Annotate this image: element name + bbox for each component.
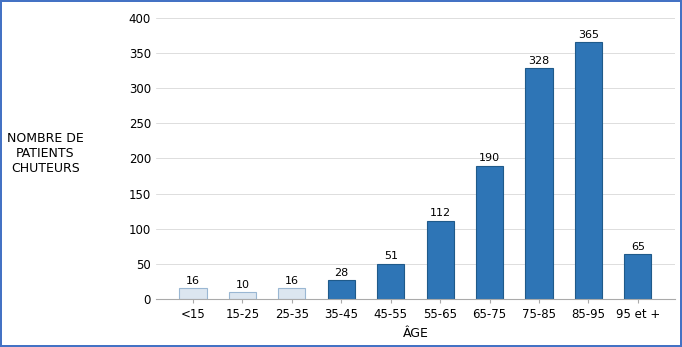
Text: 16: 16 [186, 276, 200, 286]
Text: 112: 112 [430, 209, 451, 218]
Text: 328: 328 [529, 56, 550, 66]
Bar [278, 288, 306, 299]
Bar [228, 293, 256, 299]
Text: 51: 51 [384, 252, 398, 261]
Text: 365: 365 [578, 30, 599, 40]
Bar [327, 280, 355, 299]
Bar [179, 288, 207, 299]
X-axis label: ÂGE: ÂGE [402, 327, 428, 340]
Bar [624, 254, 651, 299]
Text: 190: 190 [479, 153, 500, 163]
Bar [525, 68, 552, 299]
Text: 16: 16 [285, 276, 299, 286]
Y-axis label: NOMBRE DE
PATIENTS
CHUTEURS: NOMBRE DE PATIENTS CHUTEURS [7, 132, 84, 175]
Bar [575, 42, 602, 299]
Text: 28: 28 [334, 268, 349, 278]
Bar [476, 166, 503, 299]
Text: 10: 10 [235, 280, 250, 290]
Text: 65: 65 [631, 242, 645, 252]
Bar [377, 263, 404, 299]
Bar [426, 221, 454, 299]
